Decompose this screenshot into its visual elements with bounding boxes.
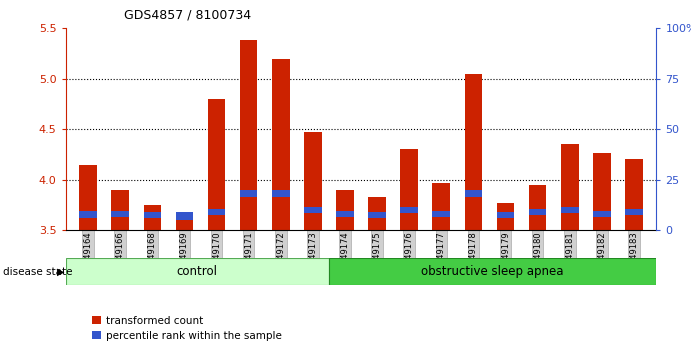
- Text: control: control: [177, 265, 218, 278]
- Bar: [272, 190, 290, 197]
- Bar: [111, 190, 129, 230]
- Bar: [66, 258, 329, 285]
- Bar: [400, 149, 418, 230]
- Text: ▶: ▶: [57, 267, 65, 277]
- Bar: [304, 132, 322, 230]
- Bar: [79, 211, 97, 218]
- Bar: [304, 207, 322, 213]
- Bar: [561, 144, 578, 230]
- Bar: [208, 209, 225, 215]
- Bar: [208, 99, 225, 230]
- Bar: [464, 74, 482, 230]
- Bar: [240, 40, 258, 230]
- Bar: [336, 190, 354, 230]
- Bar: [529, 209, 547, 215]
- Bar: [176, 212, 193, 220]
- Bar: [497, 203, 514, 230]
- Bar: [336, 211, 354, 217]
- Bar: [240, 190, 258, 197]
- Bar: [433, 211, 450, 217]
- Bar: [176, 218, 193, 230]
- Bar: [625, 160, 643, 230]
- Bar: [368, 197, 386, 230]
- Text: disease state: disease state: [3, 267, 73, 277]
- Bar: [272, 58, 290, 230]
- Bar: [433, 183, 450, 230]
- Bar: [79, 165, 97, 230]
- Bar: [593, 153, 611, 230]
- Bar: [593, 211, 611, 217]
- Legend: transformed count, percentile rank within the sample: transformed count, percentile rank withi…: [88, 312, 286, 345]
- Bar: [561, 207, 578, 213]
- Bar: [497, 212, 514, 218]
- Bar: [144, 205, 161, 230]
- Text: GDS4857 / 8100734: GDS4857 / 8100734: [124, 9, 252, 22]
- Text: obstructive sleep apnea: obstructive sleep apnea: [422, 265, 564, 278]
- Bar: [368, 212, 386, 218]
- Bar: [529, 185, 547, 230]
- Bar: [400, 207, 418, 213]
- Bar: [464, 190, 482, 197]
- Bar: [329, 258, 656, 285]
- Bar: [111, 211, 129, 217]
- Bar: [625, 209, 643, 215]
- Bar: [144, 212, 161, 218]
